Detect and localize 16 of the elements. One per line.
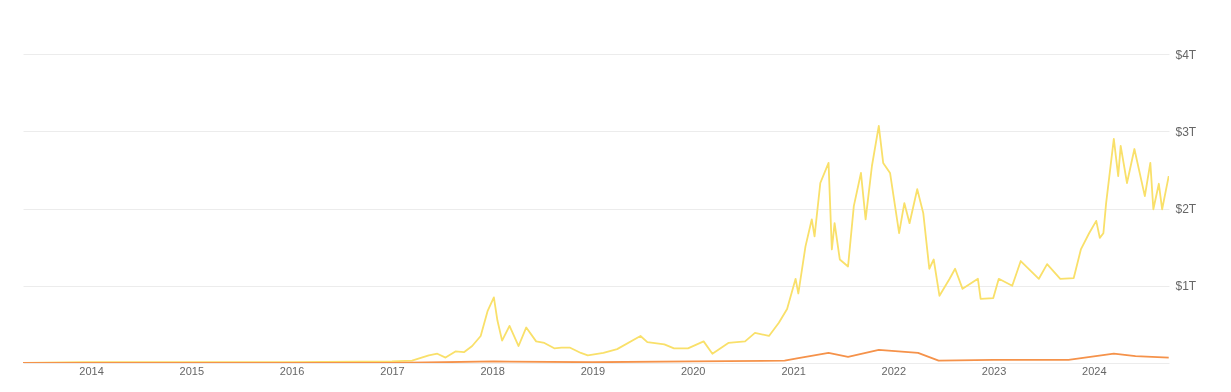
- x-tick-label: 2023: [981, 364, 1007, 377]
- x-tick-label: 2019: [580, 364, 606, 377]
- x-tick-label: 2024: [1082, 364, 1107, 377]
- y-tick-label: $1T: [1175, 279, 1197, 294]
- y-tick-label: $2T: [1175, 202, 1197, 216]
- x-tick-label: 2016: [279, 364, 305, 377]
- line-series: [23, 348, 1169, 363]
- x-tick-label: 2015: [179, 364, 205, 377]
- x-tick-label: 2014: [79, 364, 104, 377]
- x-tick-label: 2022: [881, 364, 907, 377]
- x-tick-label: 2017: [380, 364, 405, 377]
- y-tick-label: $3T: [1175, 124, 1197, 139]
- x-tick-label: 2018: [480, 364, 505, 377]
- x-tick-label: 2021: [781, 364, 806, 377]
- x-tick-label: 2020: [680, 364, 706, 377]
- y-tick-label: $4T: [1175, 47, 1197, 62]
